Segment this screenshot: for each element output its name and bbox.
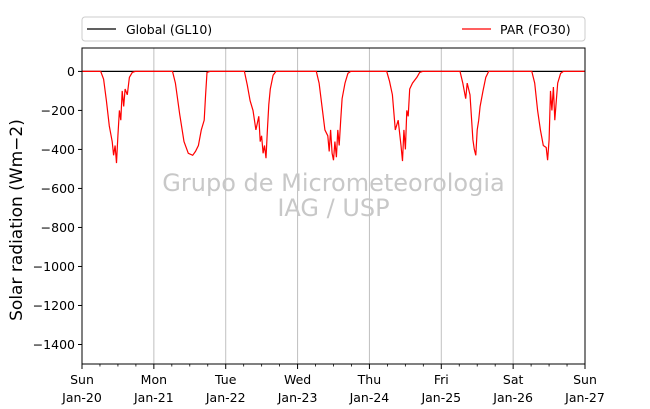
legend-box [81, 16, 586, 42]
y-tick-label: −1000 [33, 259, 75, 274]
x-tick-label-date: Jan-22 [205, 390, 246, 405]
x-tick-label-day: Thu [357, 372, 381, 387]
y-tick-label: −1400 [33, 337, 75, 352]
x-tick-label-date: Jan-24 [349, 390, 390, 405]
watermark-line-2: IAG / USP [277, 194, 389, 222]
legend-label-global: Global (GL10) [126, 22, 212, 37]
x-tick-label-date: Jan-27 [564, 390, 605, 405]
y-tick-label: −1200 [33, 298, 75, 313]
series-line-par-fo30 [82, 70, 585, 164]
x-tick-label-date: Jan-23 [277, 390, 318, 405]
x-tick-label-date: Jan-21 [133, 390, 174, 405]
x-tick-label-date: Jan-26 [492, 390, 533, 405]
series-layer [82, 70, 585, 164]
x-tick-label-day: Tue [214, 372, 237, 387]
legend: Global (GL10) PAR (FO30) [81, 16, 586, 42]
axes: 0 −200 −400 −600 −800 −1000 −1200 −1400 Sun Jan-2… [33, 47, 605, 405]
x-tick-label-day: Wed [284, 372, 311, 387]
y-tick-label: −800 [41, 220, 75, 235]
vertical-grid [153, 48, 514, 364]
legend-label-par: PAR (FO30) [500, 22, 571, 37]
x-tick-label-day: Sun [573, 372, 597, 387]
y-tick-label: −400 [41, 142, 75, 157]
y-axis-label: Solar radiation (Wm−2) [7, 119, 27, 321]
y-tick-label: −200 [41, 103, 75, 118]
x-tick-label-day: Sun [70, 372, 94, 387]
x-tick-label-date: Jan-20 [61, 390, 102, 405]
y-tick-label: 0 [67, 64, 75, 79]
watermark-line-1: Grupo de Micrometeorologia [162, 169, 504, 197]
x-tick-label-date: Jan-25 [420, 390, 461, 405]
x-tick-label-day: Fri [434, 372, 449, 387]
x-tick-label-day: Mon [141, 372, 167, 387]
y-tick-label: −600 [41, 181, 75, 196]
x-tick-label-day: Sat [503, 372, 524, 387]
